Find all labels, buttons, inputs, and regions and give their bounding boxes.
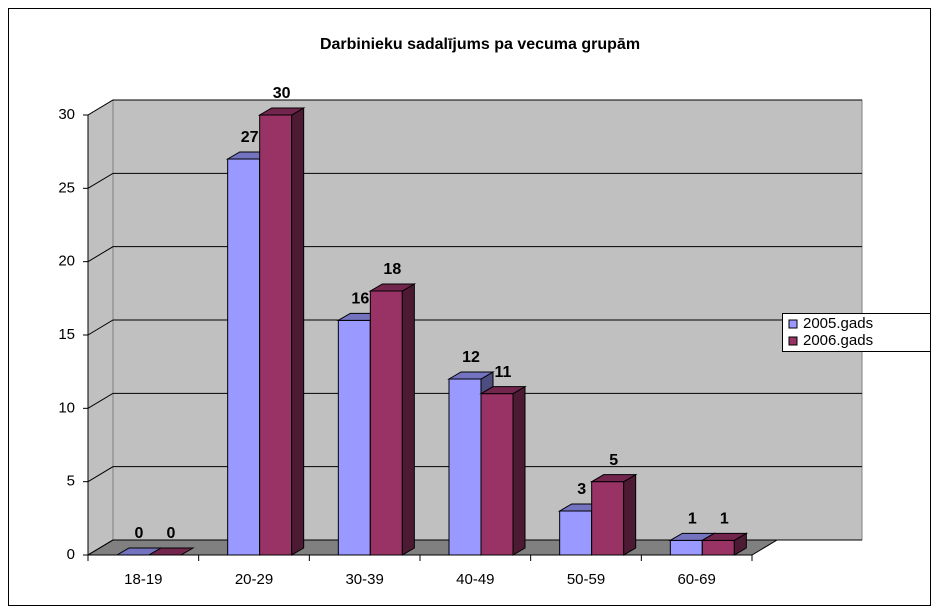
y-tick-label: 5 — [67, 473, 75, 490]
x-tick-label: 60-69 — [677, 571, 715, 588]
data-label: 5 — [609, 452, 618, 469]
y-tick-label: 20 — [58, 253, 75, 270]
bar-front — [369, 290, 403, 556]
grid-line — [87, 99, 862, 116]
bar-top — [368, 283, 417, 292]
legend-swatch — [788, 319, 798, 329]
data-label: 12 — [462, 349, 480, 366]
data-label: 1 — [720, 511, 729, 528]
x-tick-label: 30-39 — [345, 571, 383, 588]
bar-front — [669, 539, 703, 556]
data-label: 30 — [273, 85, 291, 102]
y-tick-label: 10 — [58, 399, 75, 416]
bar-front — [701, 539, 735, 556]
bar-front — [591, 481, 625, 556]
x-tick-label: 40-49 — [456, 571, 494, 588]
bar-top — [257, 107, 306, 116]
bar-top — [479, 386, 527, 395]
data-label: 0 — [135, 525, 144, 542]
chart-title: Darbinieku sadalījums pa vecuma grupām — [320, 36, 640, 53]
bar-front — [559, 510, 593, 556]
bar-top — [589, 474, 638, 483]
grid-line — [87, 319, 862, 336]
x-tick-label: 18-19 — [124, 571, 162, 588]
legend-label: 2006.gads — [803, 332, 873, 349]
data-label: 0 — [167, 525, 176, 542]
y-tick-label: 0 — [67, 546, 75, 563]
legend-box — [782, 313, 931, 352]
grid-line — [87, 172, 862, 189]
data-label: 3 — [577, 481, 586, 498]
bar-front — [448, 378, 482, 556]
data-label: 1 — [688, 511, 697, 528]
bar-side — [623, 473, 637, 556]
y-tick-label: 15 — [58, 326, 75, 343]
bar-front — [259, 114, 293, 556]
bar-top — [700, 532, 749, 541]
data-label: 16 — [351, 291, 369, 308]
bar-side — [401, 283, 415, 556]
legend-swatch — [788, 336, 798, 346]
grid-line — [87, 246, 862, 263]
data-label: 27 — [241, 129, 259, 146]
bar-side — [291, 107, 305, 556]
y-tick-label: 30 — [58, 106, 75, 123]
bar-top — [447, 371, 495, 380]
data-label: 18 — [383, 261, 401, 278]
grid-line — [87, 466, 862, 483]
bar-top — [147, 547, 195, 556]
data-label: 11 — [495, 364, 512, 381]
bar-front — [480, 393, 514, 556]
y-tick-label: 25 — [58, 179, 75, 196]
legend-label: 2005.gads — [803, 315, 873, 332]
x-tick-label: 20-29 — [235, 571, 273, 588]
bar-side — [512, 385, 526, 556]
grid-line — [87, 392, 862, 409]
x-tick-label: 50-59 — [567, 571, 605, 588]
bar-front — [227, 158, 261, 556]
bar-front — [337, 319, 371, 556]
